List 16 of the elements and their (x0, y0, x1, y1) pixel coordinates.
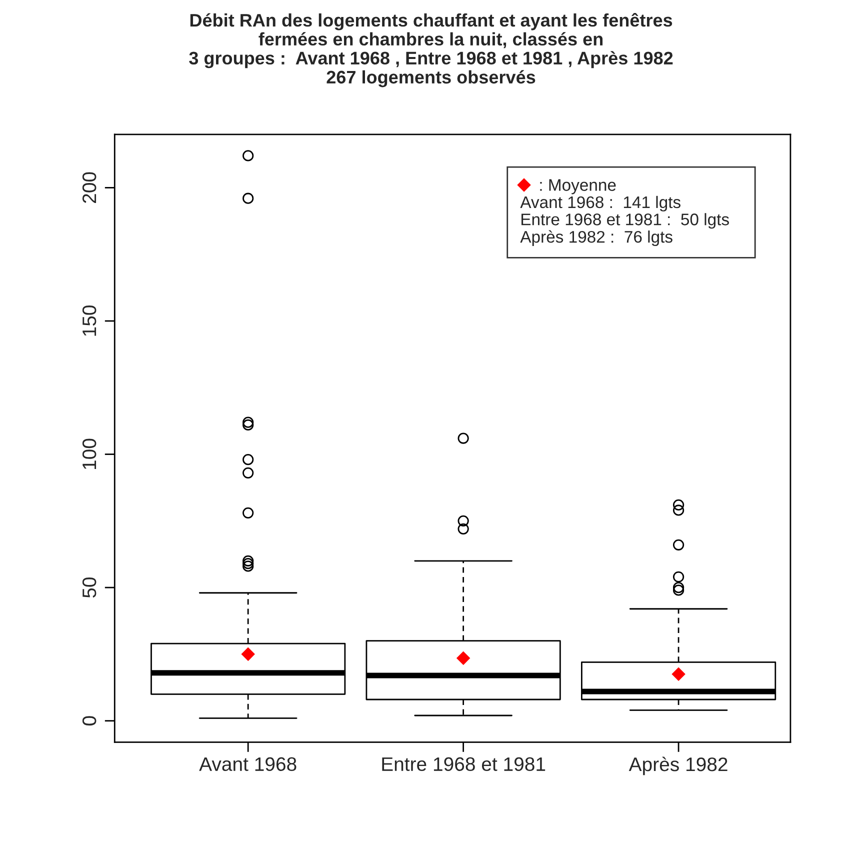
y-tick-label: 100 (82, 438, 96, 469)
legend-label: : Moyenne (540, 179, 616, 194)
y-tick-label: 0 (82, 716, 96, 726)
x-tick-label: Après 1982 (628, 756, 728, 776)
annotation: Entre 1968 et 1981 : 50 lgts (522, 213, 729, 229)
annotation: Après 1982 : 76 lgts (520, 230, 672, 246)
point (456, 652, 470, 665)
x-tick-label: Avant 1968 (199, 757, 296, 772)
y-tick-label: 200 (82, 172, 96, 203)
y-tick-label: 50 (82, 577, 96, 598)
point (672, 668, 686, 681)
chart-title: Débit RAn des logements chauffant et ayant les fenêtres fermées en chambres la nuit, classés en 3 groupes : Avant 1968 , Entre 1968 et 1981 , Après 1982 267 logements observés (189, 13, 673, 88)
y-tick-label: 150 (82, 306, 96, 336)
point (242, 648, 255, 661)
x-tick-label: Entre 1968 et 1981 (382, 757, 546, 772)
annotation: Avant 1968 : 141 lgts (520, 196, 680, 212)
